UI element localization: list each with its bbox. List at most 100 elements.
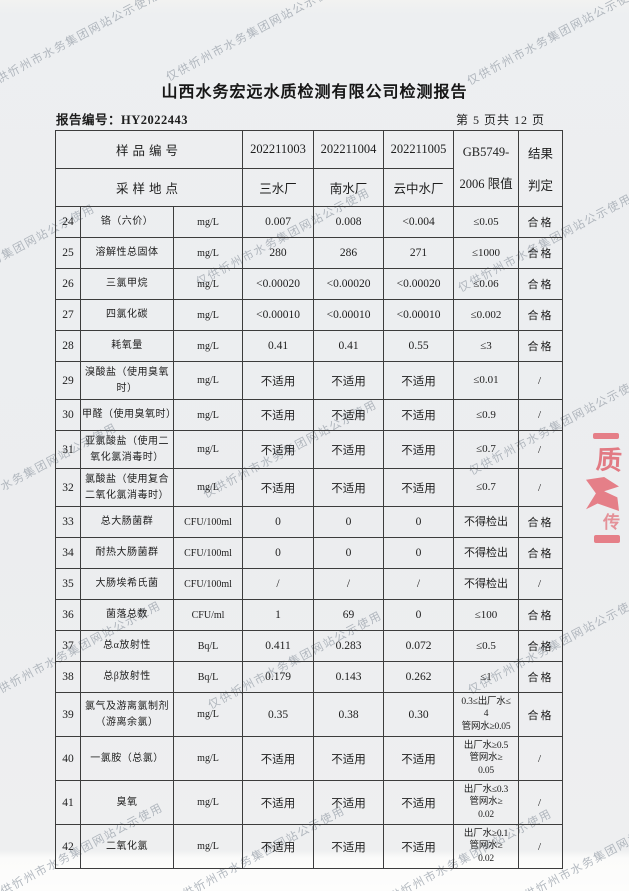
result-cell: 合格 xyxy=(518,661,564,693)
limit-cell: ≤0.06 xyxy=(453,268,520,300)
unit-cell: CFU/100ml xyxy=(172,568,244,600)
result-cell: / xyxy=(518,736,564,782)
result-cell: 合格 xyxy=(518,268,564,300)
limit-cell: 出厂水≥0.1 管网水≥ 0.02 xyxy=(453,824,520,870)
value-cell-plant2: 0.41 xyxy=(313,330,385,362)
stamp-stroke xyxy=(586,477,619,511)
value-cell-plant2: 不适用 xyxy=(313,824,385,870)
table-row: 30 甲醛（使用臭氧时） mg/L 不适用 不适用 不适用 ≤0.9 / xyxy=(55,399,564,431)
unit-cell: mg/L xyxy=(172,299,244,331)
value-cell-plant1: 0.179 xyxy=(242,661,315,693)
row-number-cell: 32 xyxy=(55,468,81,507)
value-cell-plant3: <0.004 xyxy=(383,206,455,238)
result-cell: 合格 xyxy=(518,237,564,269)
value-cell-plant2: 0 xyxy=(313,506,385,538)
value-cell-plant3: 0.30 xyxy=(383,691,455,738)
results-table: 样品编号 202211003 202211004 202211005 GB574… xyxy=(54,130,564,870)
result-cell: / xyxy=(518,399,564,431)
value-cell-plant3: / xyxy=(383,568,455,600)
parameter-name-cell: 四氯化碳 xyxy=(80,299,174,331)
row-number-cell: 24 xyxy=(55,206,81,238)
parameter-name-cell: 甲醛（使用臭氧时） xyxy=(80,399,174,431)
limit-cell: ≤0.5 xyxy=(453,630,520,662)
value-cell-plant2: 0.283 xyxy=(313,630,385,662)
table-row: 37 总α放射性 Bq/L 0.411 0.283 0.072 ≤0.5 合格 xyxy=(55,630,564,662)
parameter-name-cell: 大肠埃希氏菌 xyxy=(80,568,174,600)
value-cell-plant1: 280 xyxy=(242,237,315,269)
result-cell: / xyxy=(518,824,564,870)
value-cell-plant3: 不适用 xyxy=(383,824,455,870)
parameter-name-cell: 亚氯酸盐（使用二氧化氯消毒时） xyxy=(80,430,174,469)
value-cell-plant2: 不适用 xyxy=(313,399,385,431)
row-number-cell: 37 xyxy=(55,630,81,662)
sample-number-label: 样品编号 xyxy=(54,130,244,169)
unit-cell: mg/L xyxy=(172,430,244,469)
result-header-line1: 结果 xyxy=(528,147,554,161)
location-cell: 三水厂 xyxy=(242,168,315,207)
unit-cell: mg/L xyxy=(172,399,244,431)
limit-cell: 不得检出 xyxy=(453,568,520,600)
sample-id-cell: 202211003 xyxy=(242,130,315,169)
limit-cell: 不得检出 xyxy=(453,537,520,569)
stamp-stroke xyxy=(594,535,620,543)
value-cell-plant2: / xyxy=(313,568,385,600)
value-cell-plant1: <0.00020 xyxy=(242,268,315,300)
table-row: 26 三氯甲烷 mg/L <0.00020 <0.00020 <0.00020 … xyxy=(55,268,564,300)
value-cell-plant3: 271 xyxy=(383,237,455,269)
value-cell-plant3: 不适用 xyxy=(383,361,455,400)
location-cell: 南水厂 xyxy=(313,168,385,207)
value-cell-plant1: 0 xyxy=(242,506,315,538)
value-cell-plant1: 1 xyxy=(242,599,315,631)
stamp-character-bottom: 传 xyxy=(603,513,620,532)
result-cell: / xyxy=(518,568,564,600)
unit-cell: CFU/100ml xyxy=(172,537,244,569)
limit-cell: ≤100 xyxy=(453,599,520,631)
value-cell-plant1: 0.007 xyxy=(242,206,315,238)
value-cell-plant1: 0.41 xyxy=(242,330,315,362)
stamp-character-top: 质 xyxy=(595,445,623,476)
parameter-name-cell: 铬（六价） xyxy=(80,206,174,238)
limit-cell: ≤0.01 xyxy=(453,361,520,400)
value-cell-plant3: 0 xyxy=(383,506,455,538)
unit-cell: CFU/100ml xyxy=(172,506,244,538)
result-cell: 合格 xyxy=(518,599,564,631)
value-cell-plant3: 0.072 xyxy=(383,630,455,662)
result-cell: 合格 xyxy=(518,506,564,538)
row-number-cell: 34 xyxy=(55,537,81,569)
result-cell: / xyxy=(518,361,564,400)
limit-header-line1: GB5749- xyxy=(462,145,510,159)
value-cell-plant2: 不适用 xyxy=(313,430,385,469)
parameter-name-cell: 二氧化氯 xyxy=(80,824,174,870)
row-number-cell: 36 xyxy=(55,599,81,631)
unit-cell: mg/L xyxy=(172,691,244,738)
value-cell-plant1: 0.411 xyxy=(242,630,315,662)
table-row: 24 铬（六价） mg/L 0.007 0.008 <0.004 ≤0.05 合… xyxy=(55,206,564,238)
parameter-name-cell: 三氯甲烷 xyxy=(80,268,174,300)
unit-cell: mg/L xyxy=(172,268,244,300)
value-cell-plant1: 0.35 xyxy=(242,691,315,738)
location-cell: 云中水厂 xyxy=(383,168,455,207)
limit-cell: ≤1000 xyxy=(453,237,520,269)
parameter-name-cell: 一氯胺（总氯） xyxy=(80,736,174,782)
limit-column-header: GB5749- 2006 限值 xyxy=(453,130,520,207)
row-number-cell: 26 xyxy=(55,268,81,300)
table-header: 样品编号 202211003 202211004 202211005 GB574… xyxy=(54,130,564,207)
row-number-cell: 31 xyxy=(55,430,81,469)
value-cell-plant2: 不适用 xyxy=(313,736,385,782)
row-number-cell: 41 xyxy=(55,780,81,826)
value-cell-plant1: / xyxy=(242,568,315,600)
table-row: 42 二氧化氯 mg/L 不适用 不适用 不适用 出厂水≥0.1 管网水≥ 0.… xyxy=(55,824,564,870)
parameter-name-cell: 臭氧 xyxy=(80,780,174,826)
value-cell-plant1: 0 xyxy=(242,537,315,569)
value-cell-plant3: 不适用 xyxy=(383,736,455,782)
sample-id-cell: 202211004 xyxy=(313,130,385,169)
row-number-cell: 42 xyxy=(55,824,81,870)
value-cell-plant2: 0.143 xyxy=(313,661,385,693)
limit-cell: ≤0.05 xyxy=(453,206,520,238)
parameter-name-cell: 耐热大肠菌群 xyxy=(80,537,174,569)
value-cell-plant2: <0.00020 xyxy=(313,268,385,300)
unit-cell: mg/L xyxy=(172,468,244,507)
parameter-name-cell: 耗氧量 xyxy=(80,330,174,362)
report-title: 山西水务宏远水质检测有限公司检测报告 xyxy=(161,84,468,101)
parameter-name-cell: 氯酸盐（使用复合二氧化氯消毒时） xyxy=(80,468,174,507)
